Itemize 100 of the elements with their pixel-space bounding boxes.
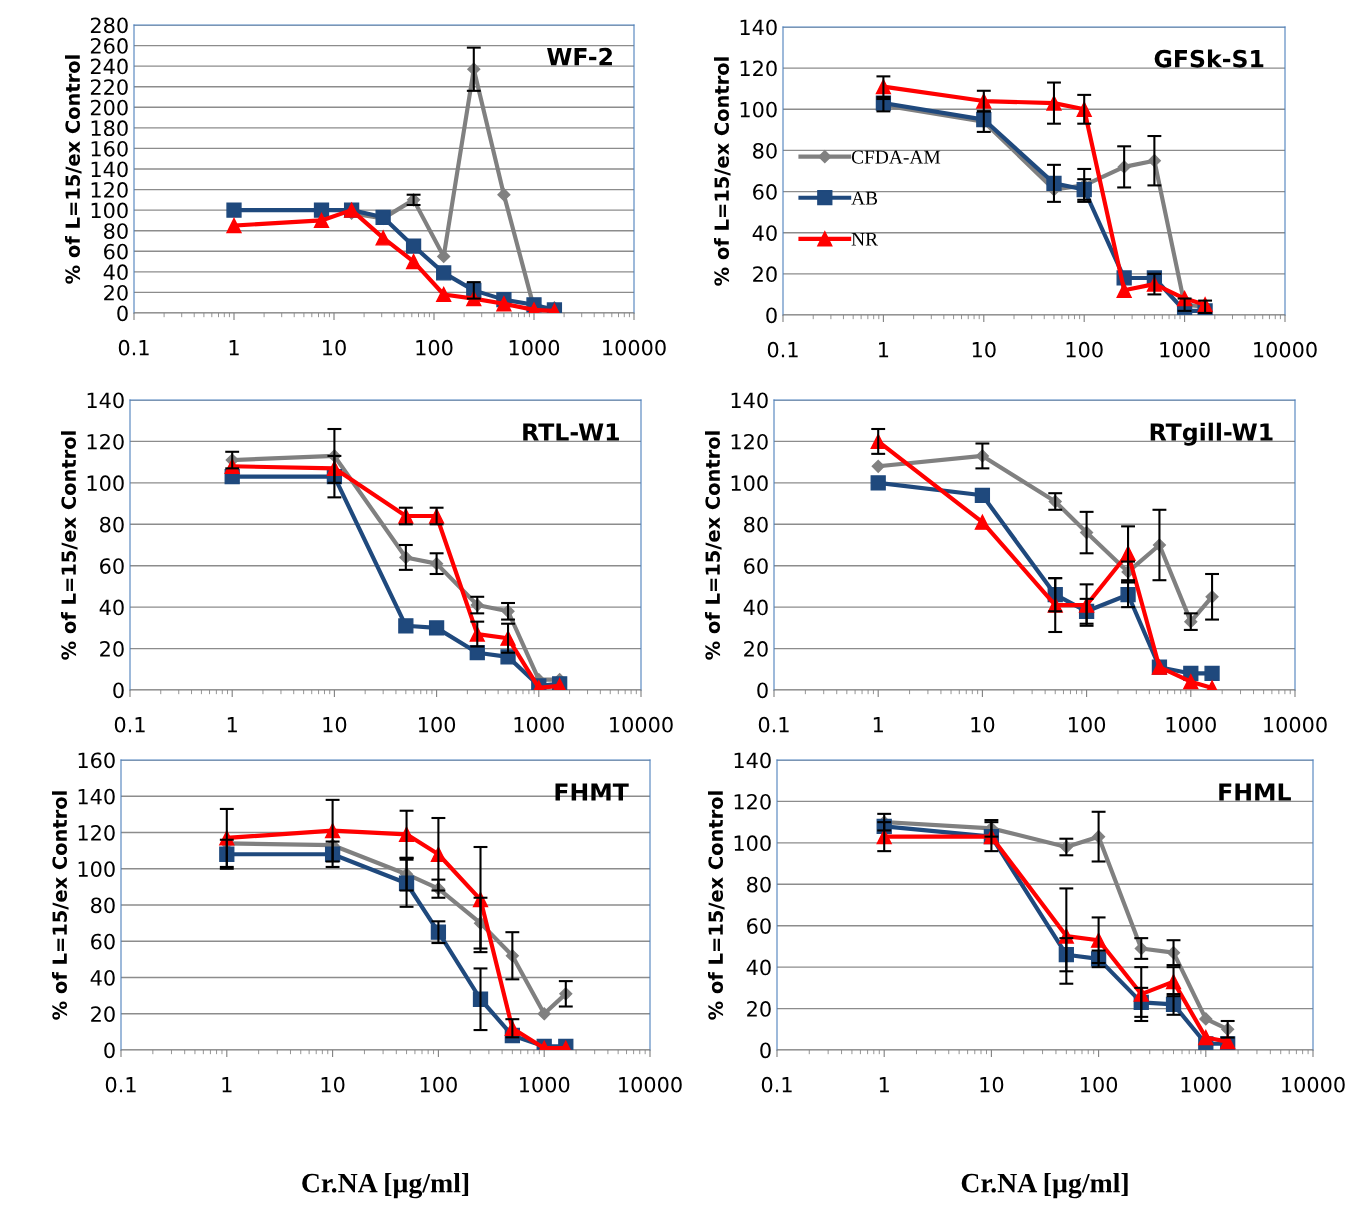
y-tick-label: 140 — [78, 788, 115, 805]
y-tick-label: 60 — [744, 558, 768, 574]
x-tick-label: 10 — [323, 339, 346, 356]
x-tick-label: 10000 — [1282, 1076, 1345, 1093]
y-tick-label: 20 — [100, 641, 124, 657]
text: FHMT — [555, 783, 629, 801]
y-tick-label: 80 — [91, 897, 115, 914]
text: WF-2 — [547, 47, 612, 66]
x-tick-label: 100 — [1066, 341, 1103, 358]
legend-label: CFDA-AM — [851, 150, 941, 164]
y-tick-label: 40 — [99, 599, 124, 616]
y-tick-label: 100 — [734, 835, 771, 852]
y-tick-label: 100 — [78, 861, 115, 877]
x-tick-label: 1000 — [519, 1076, 570, 1093]
x-tick-label: 10 — [321, 1076, 345, 1093]
x-tick-label: 100 — [1069, 716, 1106, 733]
x-tick-label: 1 — [873, 717, 883, 733]
legend-label: AB — [851, 191, 878, 205]
y-tick-label: 120 — [734, 793, 771, 810]
y-tick-label: 140 — [734, 752, 771, 769]
x-tick-label: 10 — [972, 341, 996, 358]
x-axis-title: Cr.NA [µg/ml] — [961, 1172, 1128, 1199]
x-tick-label: 1000 — [514, 716, 564, 733]
y-tick-label: 0 — [104, 1042, 115, 1059]
x-tick-label: 1 — [879, 1077, 889, 1093]
text: GFSk-S1 — [1154, 49, 1264, 68]
y-axis-title: % of L=15/ex Control — [61, 431, 78, 660]
y-tick-label: 100 — [731, 475, 768, 492]
x-tick-label: 100 — [1081, 1076, 1118, 1093]
y-tick-label: 220 — [90, 79, 128, 95]
y-tick-label: 280 — [90, 17, 128, 34]
x-tick-label: 0.1 — [114, 716, 145, 733]
x-tick-label: 1 — [227, 717, 237, 733]
legend-label: NR — [851, 232, 879, 246]
y-tick-label: 20 — [744, 641, 768, 657]
x-tick-label: 1 — [222, 1077, 232, 1093]
x-tick-label: 0.1 — [761, 1076, 792, 1093]
text: FHML — [1219, 783, 1291, 801]
x-tick-label: 10 — [971, 716, 995, 733]
y-tick-label: 200 — [90, 99, 128, 116]
x-tick-label: 0.1 — [767, 341, 798, 358]
y-tick-label: 0 — [113, 682, 124, 699]
x-tick-label: 1 — [879, 342, 889, 358]
x-tick-label: 0.1 — [105, 1076, 136, 1093]
x-tick-label: 0.1 — [758, 716, 789, 733]
y-tick-label: 40 — [746, 959, 771, 976]
x-tick-label: 10 — [980, 1076, 1004, 1093]
y-axis-title: % of L=15/ex Control — [714, 57, 731, 286]
y-tick-label: 0 — [766, 307, 777, 324]
y-tick-label: 100 — [740, 101, 777, 118]
x-tick-label: 1000 — [1166, 716, 1216, 733]
y-tick-label: 60 — [753, 184, 777, 200]
y-tick-label: 120 — [78, 824, 115, 841]
y-axis-title: % of L=15/ex Control — [708, 791, 725, 1020]
x-tick-label: 1000 — [1181, 1076, 1231, 1093]
y-tick-label: 160 — [78, 752, 115, 769]
x-tick-label: 10000 — [603, 339, 666, 356]
x-tick-label: 10 — [323, 716, 347, 733]
y-tick-label: 40 — [90, 969, 115, 986]
text: RTL-W1 — [523, 423, 619, 441]
y-tick-label: 20 — [91, 1006, 115, 1022]
y-tick-label: 120 — [740, 60, 777, 77]
text: RTgill-W1 — [1150, 422, 1273, 446]
y-tick-label: 160 — [91, 140, 128, 157]
x-tick-label: 1000 — [509, 339, 560, 356]
x-axis-title: Cr.NA [µg/ml] — [302, 1172, 469, 1199]
y-tick-label: 80 — [100, 516, 124, 533]
x-tick-label: 10000 — [1254, 341, 1317, 358]
y-tick-label: 140 — [91, 161, 128, 178]
x-tick-label: 0.1 — [118, 339, 149, 356]
y-tick-label: 40 — [743, 599, 768, 616]
y-tick-label: 140 — [740, 19, 777, 36]
y-axis-title: % of L=15/ex Control — [705, 431, 722, 660]
y-tick-label: 60 — [104, 243, 128, 260]
y-tick-label: 120 — [91, 182, 128, 198]
y-axis-title: % of L=15/ex Control — [65, 55, 82, 284]
y-tick-label: 140 — [731, 392, 768, 409]
x-tick-label: 10000 — [1264, 716, 1327, 733]
x-tick-label: 100 — [420, 1076, 457, 1093]
y-tick-label: 180 — [91, 120, 128, 137]
y-tick-label: 0 — [760, 1042, 771, 1059]
y-tick-label: 40 — [103, 264, 128, 281]
y-tick-label: 60 — [91, 933, 115, 950]
y-tick-label: 120 — [731, 433, 768, 450]
y-tick-label: 120 — [87, 433, 124, 450]
x-tick-label: 1000 — [1160, 341, 1210, 358]
y-axis-title: % of L=15/ex Control — [52, 791, 69, 1020]
y-tick-label: 260 — [90, 38, 128, 54]
y-tick-label: 60 — [747, 918, 771, 934]
y-tick-label: 20 — [747, 1001, 771, 1017]
y-tick-label: 80 — [747, 876, 771, 893]
y-tick-label: 80 — [744, 516, 768, 533]
y-tick-label: 20 — [104, 284, 128, 301]
y-tick-label: 0 — [757, 682, 768, 699]
x-tick-label: 1 — [229, 340, 239, 356]
y-tick-label: 240 — [90, 58, 128, 75]
y-tick-label: 0 — [117, 305, 128, 322]
x-tick-label: 10000 — [610, 716, 673, 733]
y-tick-label: 40 — [752, 225, 777, 241]
x-tick-label: 100 — [416, 339, 453, 356]
